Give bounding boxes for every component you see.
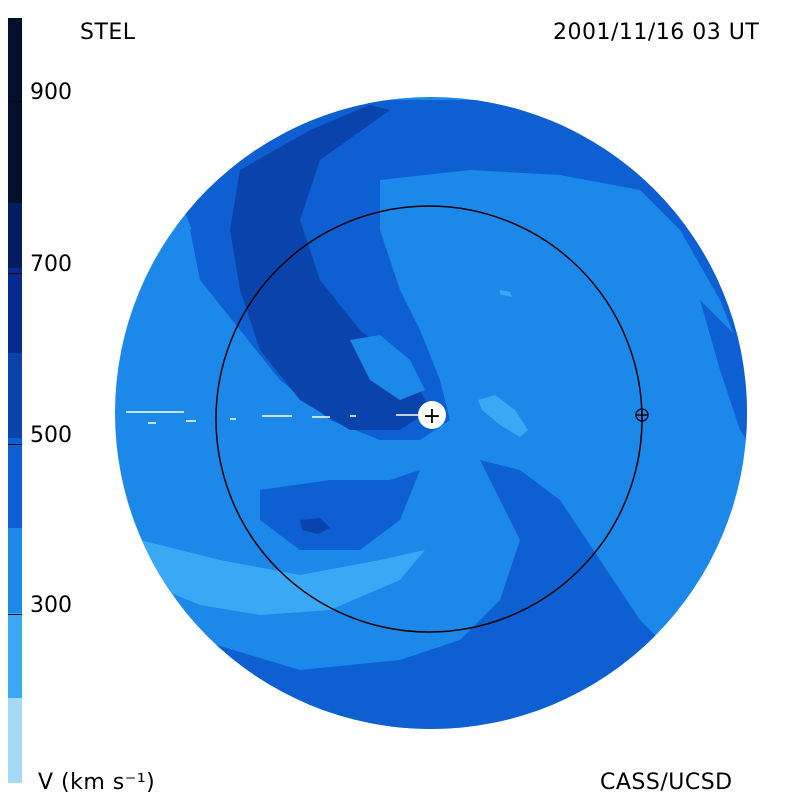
- small-pocket: [500, 290, 512, 297]
- colorbar-band-8: [8, 698, 22, 783]
- sun-marker: +: [418, 401, 446, 429]
- slow-wind-blob: [478, 395, 528, 437]
- slow-wind-stream: [140, 540, 425, 615]
- colorbar-band-2: [8, 203, 22, 268]
- colorbar-tick-300: 300: [8, 593, 72, 618]
- fast-wind-pocket: [300, 518, 330, 534]
- colorbar-tick-500: 500: [8, 423, 72, 448]
- timestamp-label: 2001/11/16 03 UT: [553, 20, 760, 45]
- colorbar-band-5: [8, 438, 22, 528]
- colorbar-band-6: [8, 528, 22, 613]
- colorbar-band-4: [8, 353, 22, 438]
- sun-symbol: +: [423, 404, 441, 429]
- unit-label: V (km s⁻¹): [38, 770, 156, 795]
- colorbar-tick-700: 700: [8, 252, 72, 277]
- colorbar-band-7: [8, 613, 22, 698]
- east-limb-band: [700, 300, 747, 460]
- southern-stream: [260, 470, 420, 550]
- velocity-colorbar: [8, 18, 22, 783]
- colorbar-band-1: [8, 18, 22, 203]
- outer-band-south: [115, 460, 747, 729]
- colorbar-band-3: [8, 268, 22, 353]
- north-slow-wind: [380, 175, 700, 300]
- source-label: STEL: [80, 20, 136, 45]
- slow-wind-pocket: [350, 335, 425, 400]
- credit-label: CASS/UCSD: [600, 770, 733, 795]
- colorbar-tick-900: 900: [8, 80, 72, 105]
- sun-earth-line: [126, 411, 418, 424]
- earth-symbol-icon: [635, 408, 649, 422]
